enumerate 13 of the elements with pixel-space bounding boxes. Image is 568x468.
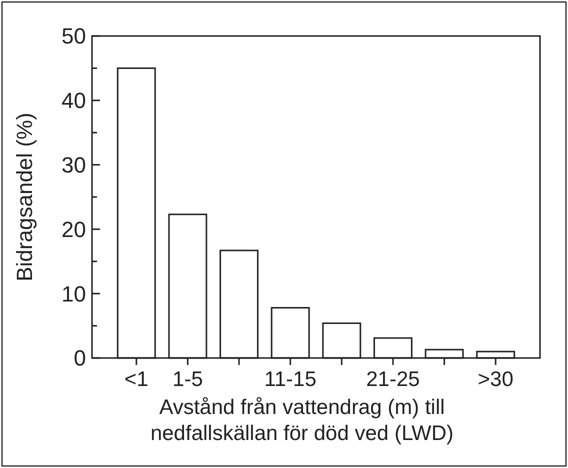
y-tick-label: 0 bbox=[74, 346, 86, 371]
y-axis-title: Bidragsandel (%) bbox=[12, 112, 37, 282]
x-tick-label: 21-25 bbox=[366, 368, 420, 391]
x-tick-label: 11-15 bbox=[264, 368, 316, 391]
x-tick-label: >30 bbox=[478, 368, 514, 391]
x-tick-label: <1 bbox=[124, 368, 148, 391]
x-axis-title: Avstånd från vattendrag (m) till nedfallskällan för död ved (LWD) bbox=[150, 396, 454, 445]
x-tick-label: 1-5 bbox=[172, 368, 203, 391]
y-tick-label: 50 bbox=[62, 24, 86, 49]
y-tick-label: 30 bbox=[62, 152, 86, 178]
y-tick-label: 40 bbox=[62, 88, 86, 114]
y-tick-label: 20 bbox=[62, 216, 86, 242]
y-tick-label: 10 bbox=[62, 281, 86, 306]
